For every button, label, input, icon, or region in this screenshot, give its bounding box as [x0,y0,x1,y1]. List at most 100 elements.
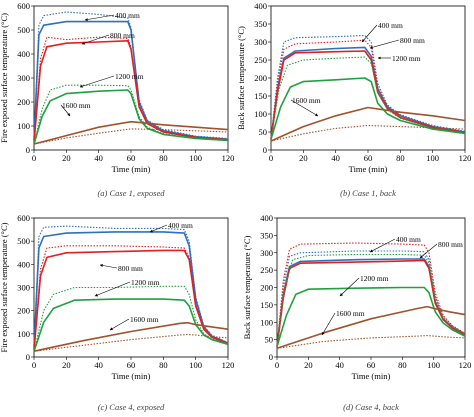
chart-panel-3: 0 20 40 60 80 100 120 0 100 200 300 400 500 600 Time (… [0,213,234,412]
y-tick-label: 350 [260,230,273,240]
series-line-400-mm-dotted [270,34,466,140]
y-tick-label: 100 [17,329,30,339]
y-tick-label: 400 [254,1,267,11]
annotation-arrow [369,39,400,49]
annotation-arrow [321,312,336,336]
x-tick-label: 100 [426,153,439,163]
series-line-400-mm-solid [33,231,229,348]
series-line-800-mm-solid [33,249,229,351]
annotation-arrow [361,24,378,43]
x-tick-label: 60 [367,360,376,370]
y-tick-label: 500 [17,25,30,35]
x-tick-label: 20 [304,360,313,370]
x-axis-label: Time (min) [349,164,388,174]
x-tick-label: 0 [275,360,279,370]
annotation-arrow [60,104,71,117]
y-axis-label: Fire exposed surface temperature (°C) [0,13,9,143]
x-tick-label: 0 [32,153,36,163]
series-line-1600-mm-solid [33,120,229,145]
y-tick-label: 300 [254,37,267,47]
y-tick-label: 250 [254,55,267,65]
y-tick-label: 200 [254,73,267,83]
y-tick-label: 0 [26,145,30,155]
x-tick-label: 20 [299,153,308,163]
x-axis-label: Time (min) [112,164,151,174]
x-tick-label: 80 [159,153,168,163]
y-tick-label: 50 [259,127,268,137]
x-tick-label: 40 [335,360,344,370]
series-line-800-mm-dotted [33,245,229,351]
chart-panel-2: 0 20 40 60 80 100 120 0 50 100 150 200 250 300 350 400 T… [236,1,471,198]
x-tick-label: 40 [94,153,103,163]
x-tick-label: 40 [331,153,340,163]
series-line-800-mm-solid [33,40,229,143]
series-line-1600-mm-solid [276,305,466,350]
x-tick-label: 120 [222,360,235,370]
series-line-800-mm-dotted [270,39,466,140]
y-tick-label: 300 [260,248,273,258]
annotation-label: 1600 mm [62,101,91,110]
annotation-label: 1600 mm [130,315,159,324]
annotation-label: 400 mm [168,221,193,230]
y-tick-label: 250 [260,265,273,275]
annotation-label: 800 mm [110,31,135,40]
annotation-label: 400 mm [378,21,403,30]
x-tick-label: 20 [62,153,71,163]
y-tick-label: 0 [269,352,273,362]
chart-panel-4: 0 20 40 60 80 100 120 0 50 100 150 200 250 300 350 400 T… [242,213,471,412]
x-tick-label: 0 [32,360,36,370]
series-line-1200-mm-solid [276,286,466,347]
x-tick-label: 20 [62,360,71,370]
y-tick-label: 400 [260,213,273,223]
x-tick-label: 100 [189,153,202,163]
y-axis-label: Back surface temperature (°C) [236,26,246,130]
y-tick-label: 150 [260,300,273,310]
series-line-1600-mm-dotted [33,333,229,352]
series-line-800-mm-solid [270,50,466,140]
y-tick-label: 400 [17,49,30,59]
panel-caption: (d) Case 4, back [343,402,399,412]
x-tick-label: 0 [269,153,273,163]
x-tick-label: 60 [127,360,136,370]
panel-caption: (b) Case 1, back [340,188,396,198]
x-tick-label: 100 [427,360,440,370]
annotation-label: 1200 mm [392,54,421,63]
y-tick-label: 600 [17,1,30,11]
x-tick-label: 80 [396,153,405,163]
y-tick-label: 500 [17,236,30,246]
annotation-label: 1200 mm [360,274,389,283]
series-line-1600-mm-dotted [270,124,466,142]
series-line-400-mm-dotted [33,11,229,141]
y-tick-label: 350 [254,19,267,29]
annotation-label: 1600 mm [336,309,365,318]
series-line-800-mm-dotted [276,242,466,347]
x-tick-label: 100 [189,360,202,370]
x-tick-label: 120 [459,360,472,370]
annotation-label: 800 mm [118,264,143,273]
series-line-1200-mm-dotted [33,84,229,145]
series-line-1600-mm-solid [270,106,466,142]
y-tick-label: 200 [17,306,30,316]
series-line-1600-mm-dotted [33,128,229,145]
annotation-arrow [369,238,396,253]
series-line-1200-mm-dotted [270,56,466,140]
annotation-arrow [290,99,319,117]
y-tick-label: 0 [263,145,267,155]
series-line-400-mm-dotted [33,225,229,348]
y-tick-label: 300 [17,73,30,83]
y-axis-label: Back surface temperature (°C) [242,235,252,339]
annotation-label: 1200 mm [131,278,160,287]
x-axis-label: Time (min) [352,371,391,381]
annotation-label: 800 mm [438,240,463,249]
y-tick-label: 0 [26,352,30,362]
y-tick-label: 600 [17,213,30,223]
series-line-1200-mm-solid [33,89,229,145]
series-line-800-mm-solid [276,259,466,347]
annotation-arrow [81,34,110,45]
y-tick-label: 50 [265,335,274,345]
annotation-arrow [84,14,115,22]
series-line-1600-mm-dotted [276,334,466,349]
annotation-label: 400 mm [396,235,421,244]
annotation-arrow [339,277,360,297]
